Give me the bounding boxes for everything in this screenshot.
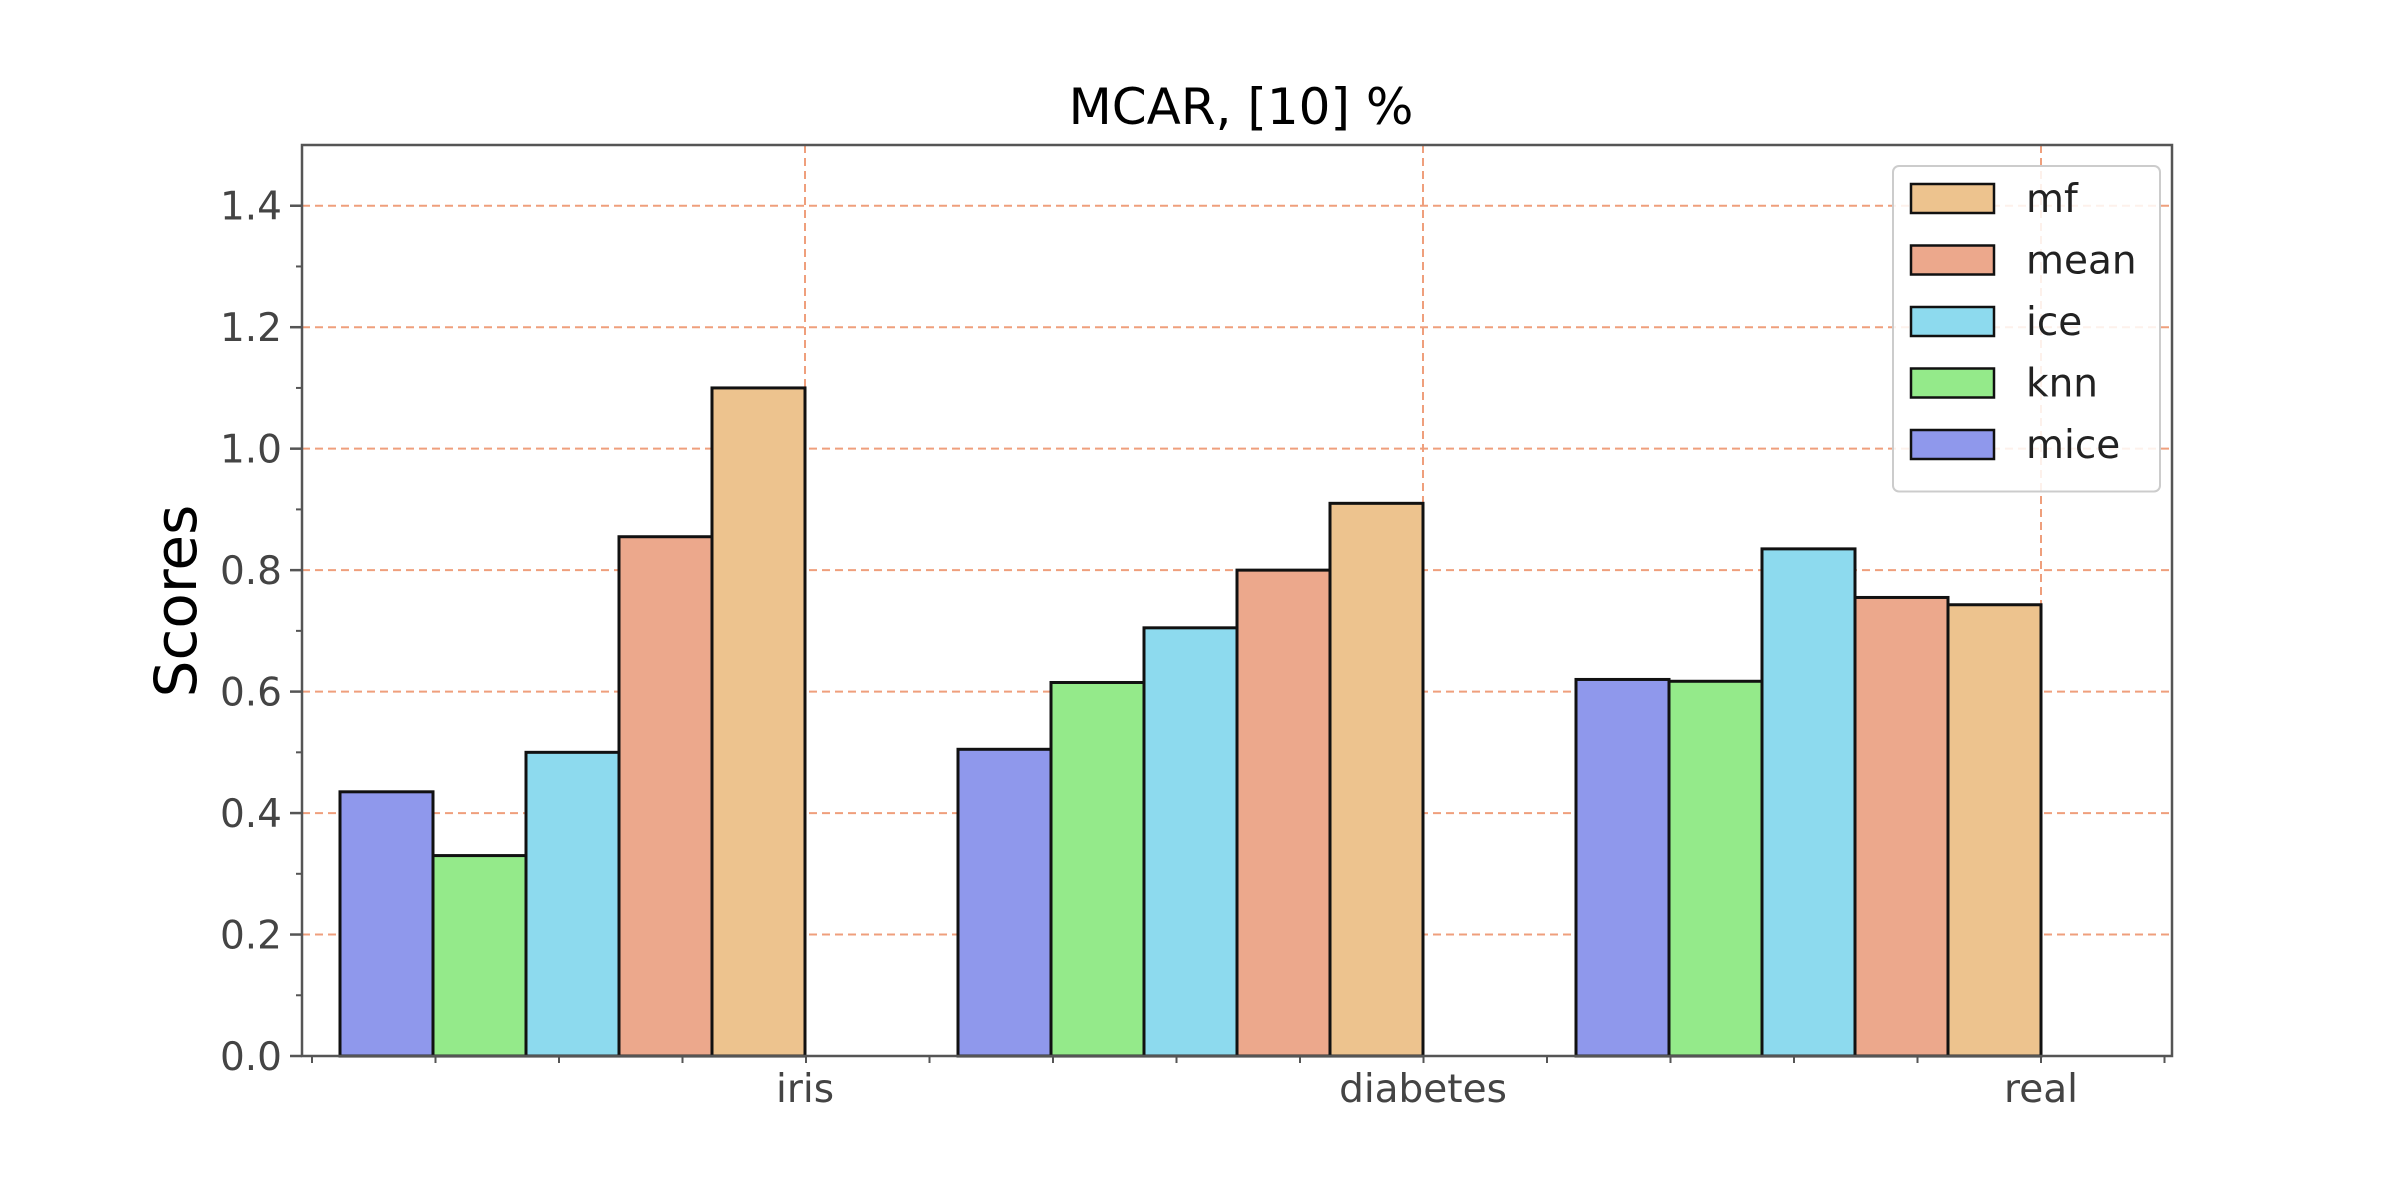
bar-mice-real: [1574, 677, 1671, 1058]
y-tick-label: 1.4: [220, 185, 282, 230]
bar-mean-diabetes: [1235, 568, 1332, 1058]
legend-label-mf: mf: [2026, 177, 2079, 222]
plot-area: 0.0 0.2 0.4 0.6 0.8 1.0 1.2 1.4 iris diabetes real…: [220, 143, 2174, 1112]
x-tick-label-diabetes: diabetes: [1339, 1067, 1507, 1112]
bar-knn-diabetes: [1049, 680, 1146, 1058]
legend-label-mean: mean: [2026, 239, 2137, 284]
chart-title: MCAR, [10] %: [1069, 78, 1414, 136]
y-tick-label: 0.4: [220, 792, 282, 837]
bar-mf-real: [1946, 603, 2043, 1058]
bar-mean-real: [1853, 595, 1950, 1058]
legend-label-knn: knn: [2026, 362, 2098, 407]
y-tick-label: 0.0: [220, 1035, 282, 1080]
bar-mice-iris: [338, 790, 435, 1058]
bar-mice-diabetes: [956, 747, 1053, 1058]
bar-knn-iris: [431, 854, 528, 1058]
y-tick-label: 0.2: [220, 914, 282, 959]
bar-mf-diabetes: [1328, 501, 1425, 1058]
bar-mf-iris: [710, 386, 807, 1058]
x-tick-label-iris: iris: [776, 1067, 834, 1112]
legend-swatch-ice: [1909, 305, 1996, 338]
y-tick-label: 1.2: [220, 306, 282, 351]
legend-swatch-mf: [1909, 182, 1996, 215]
legend-swatch-mean: [1909, 244, 1996, 276]
x-tick-label-real: real: [2004, 1067, 2078, 1112]
bar-ice-iris: [524, 750, 621, 1058]
bar-ice-real: [1760, 547, 1857, 1058]
y-tick-label: 1.0: [220, 428, 282, 473]
bar-ice-diabetes: [1142, 626, 1239, 1058]
y-axis-label: Scores: [142, 505, 210, 698]
bar-knn-real: [1667, 679, 1764, 1058]
y-tick-label: 0.8: [220, 549, 282, 594]
legend-label-mice: mice: [2026, 423, 2120, 468]
legend-swatch-knn: [1909, 367, 1996, 399]
axes-frame: [300, 143, 2174, 1058]
legend-swatch-mice: [1909, 428, 1996, 461]
y-tick-label: 0.6: [220, 671, 282, 716]
legend-label-ice: ice: [2026, 300, 2082, 345]
bar-mean-iris: [617, 535, 714, 1058]
